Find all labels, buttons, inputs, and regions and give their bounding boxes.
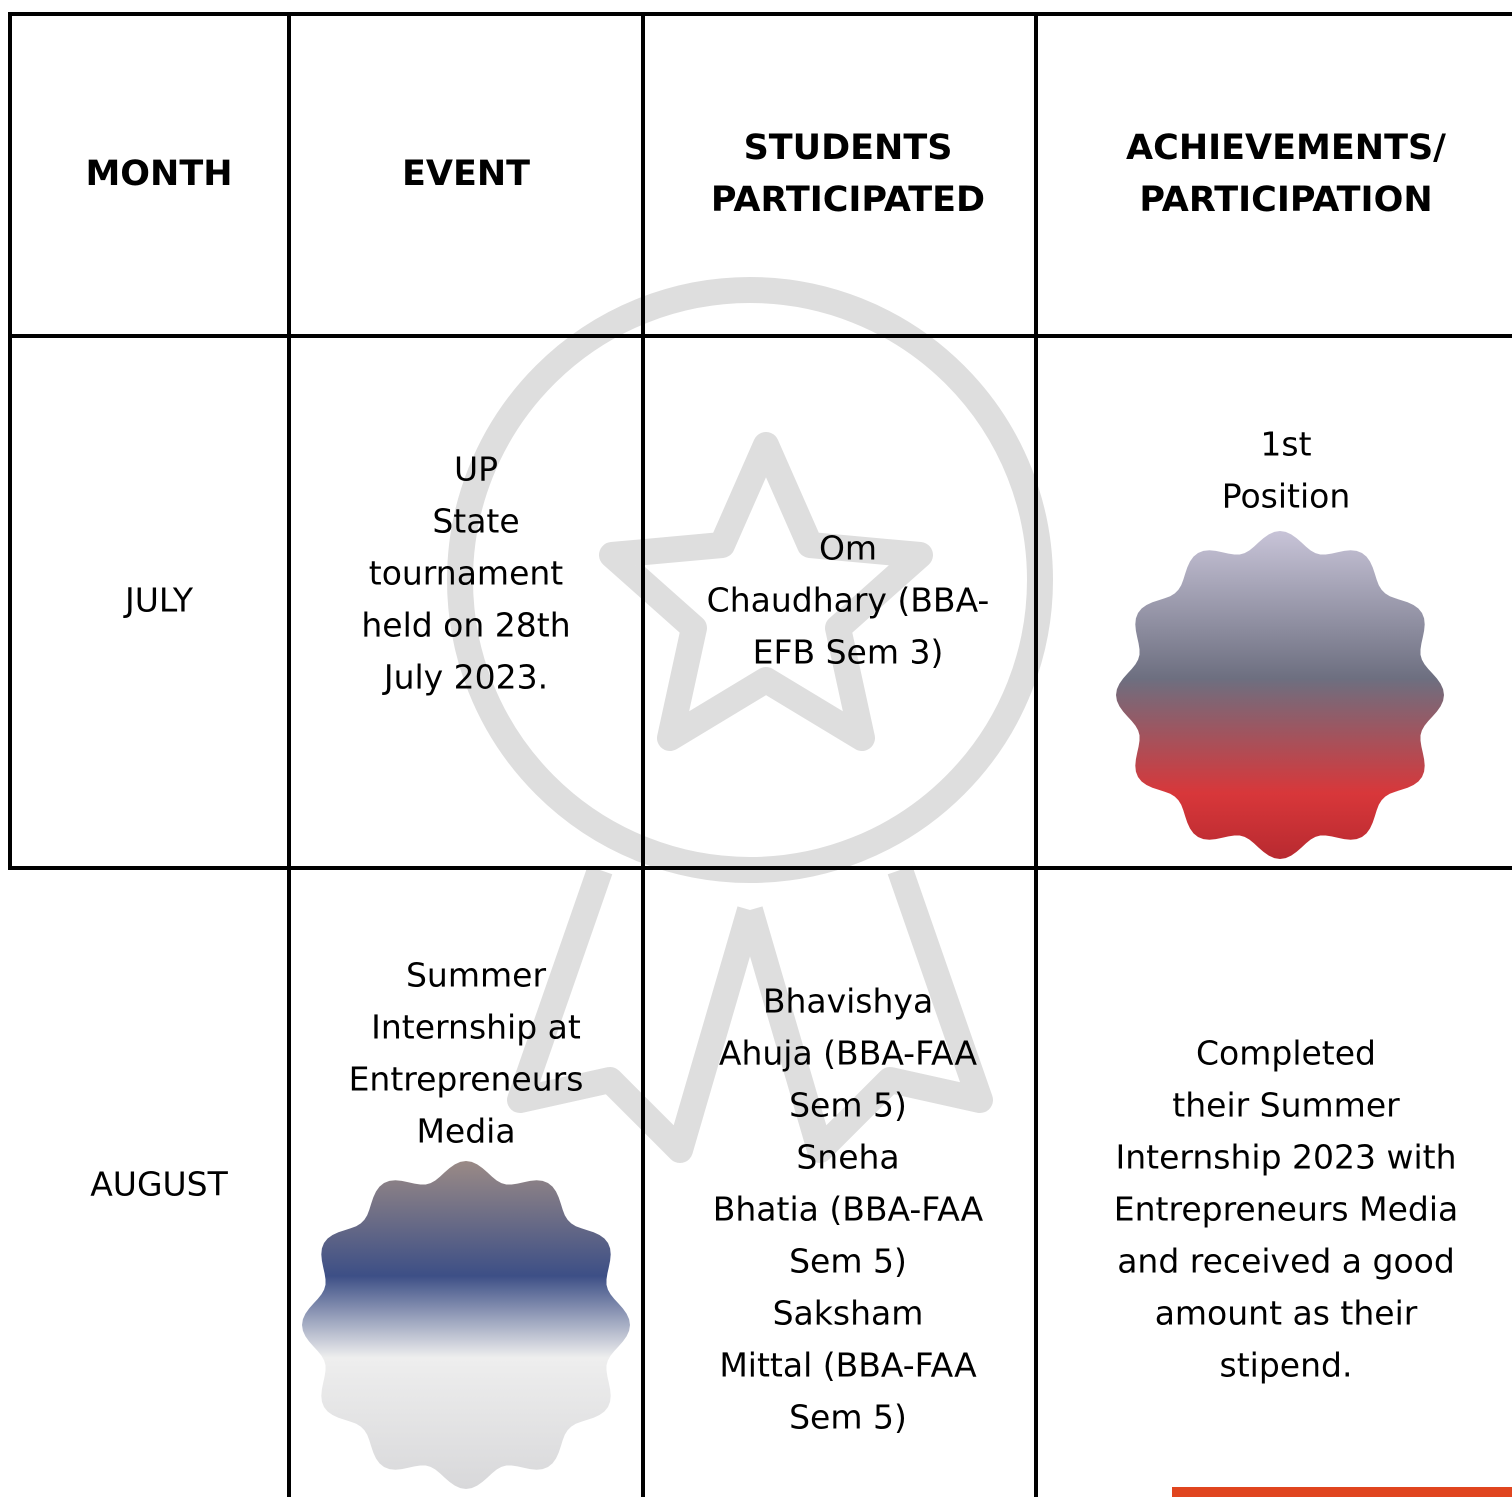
cell-text: Sem 5) bbox=[789, 1398, 907, 1437]
header-cell: PARTICIPATED bbox=[711, 180, 985, 220]
cell-text: Internship at bbox=[371, 1008, 581, 1047]
cell-text: Sneha bbox=[796, 1138, 899, 1177]
header-cell: STUDENTS bbox=[744, 128, 953, 168]
accent-bar bbox=[1172, 1487, 1512, 1497]
cell-text: Bhatia (BBA-FAA bbox=[713, 1190, 984, 1229]
cell-text: AUGUST bbox=[90, 1165, 228, 1204]
cell-text: tournament bbox=[369, 554, 564, 593]
cell-text: Sem 5) bbox=[789, 1242, 907, 1281]
cell-text: Internship 2023 with bbox=[1116, 1138, 1457, 1177]
internship-photo bbox=[302, 1161, 630, 1489]
cell-text: and received a good bbox=[1117, 1242, 1455, 1281]
cell-text: Bhavishya bbox=[763, 982, 933, 1021]
cell-text: stipend. bbox=[1220, 1346, 1353, 1385]
table-grid bbox=[8, 12, 1512, 1497]
cell-text: Mittal (BBA-FAA bbox=[719, 1346, 977, 1385]
header-cell: ACHIEVEMENTS/ bbox=[1126, 128, 1446, 168]
cell-text: EFB Sem 3) bbox=[753, 633, 944, 672]
cell-text: amount as their bbox=[1155, 1294, 1418, 1333]
cell-text: Completed bbox=[1196, 1034, 1376, 1073]
cell-text: Position bbox=[1222, 477, 1351, 516]
header-cell: EVENT bbox=[402, 154, 530, 194]
cell-text: Entrepreneurs Media bbox=[1114, 1190, 1458, 1229]
cell-text: Chaudhary (BBA- bbox=[707, 581, 990, 620]
cell-text: Summer bbox=[406, 956, 546, 995]
cell-text: JULY bbox=[123, 581, 194, 620]
cell-text: Om bbox=[819, 529, 877, 568]
cell-text: Saksham bbox=[773, 1294, 924, 1333]
cell-text: Sem 5) bbox=[789, 1086, 907, 1125]
cell-text: UP bbox=[454, 450, 498, 489]
cell-text: Ahuja (BBA-FAA bbox=[719, 1034, 978, 1073]
header-cell: PARTICIPATION bbox=[1139, 180, 1432, 220]
cell-text: July 2023. bbox=[382, 658, 548, 697]
cell-text: their Summer bbox=[1172, 1086, 1400, 1125]
cell-text: Media bbox=[416, 1112, 515, 1151]
cell-text: held on 28th bbox=[361, 606, 570, 645]
cell-text: 1st bbox=[1260, 425, 1311, 464]
cell-text: Entrepreneurs bbox=[349, 1060, 584, 1099]
header-cell: MONTH bbox=[85, 154, 232, 194]
award-photo bbox=[1116, 531, 1444, 859]
cell-text: State bbox=[432, 502, 519, 541]
